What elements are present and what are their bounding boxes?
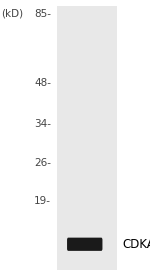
FancyBboxPatch shape <box>67 238 102 251</box>
Text: 48-: 48- <box>34 78 51 88</box>
Text: 26-: 26- <box>34 158 51 168</box>
Text: CDKAP1: CDKAP1 <box>122 238 150 251</box>
Text: 85-: 85- <box>34 9 51 19</box>
Bar <box>57 6 117 270</box>
Text: (kD): (kD) <box>2 8 24 18</box>
Text: 19-: 19- <box>34 197 51 206</box>
Text: 34-: 34- <box>34 119 51 129</box>
